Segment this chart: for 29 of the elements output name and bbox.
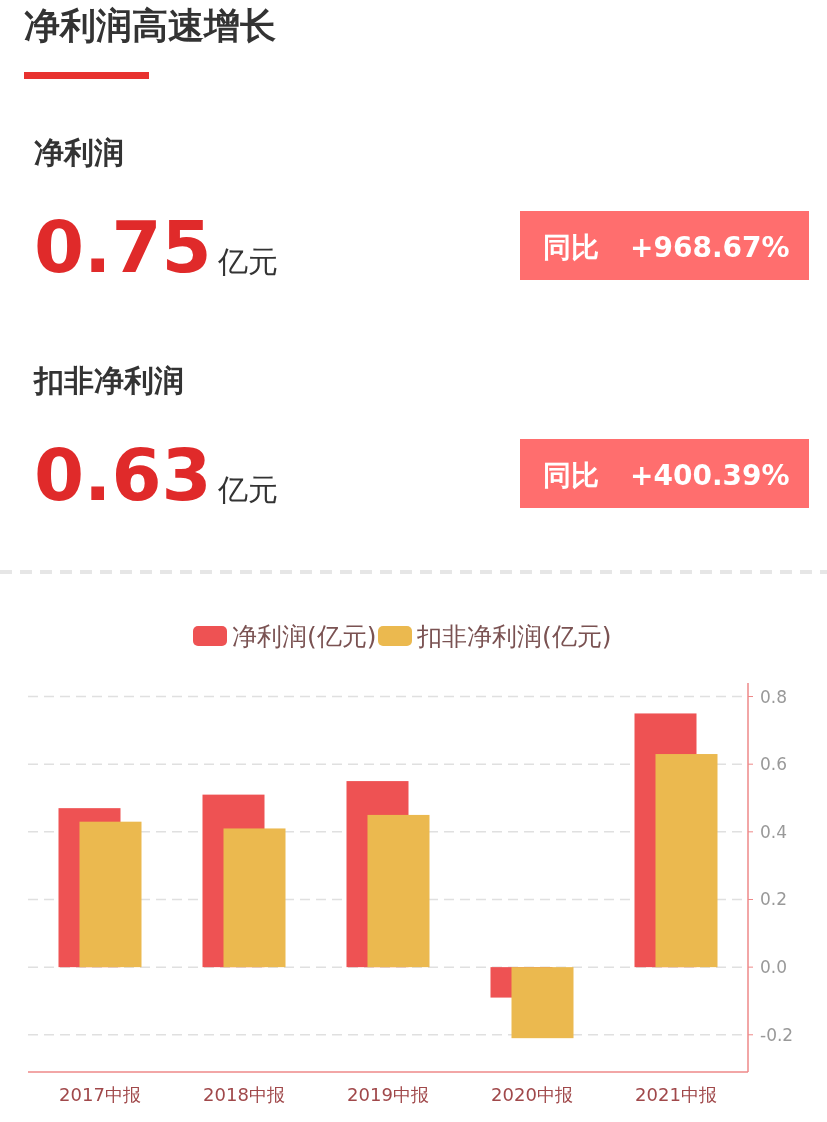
text: 扣非净利润 [32, 363, 184, 398]
y-tick-label: 0.6 [760, 754, 788, 775]
bar [79, 821, 142, 968]
text: 亿元 [217, 472, 278, 507]
y-tick-label: -0.2 [760, 1024, 794, 1045]
y-tick-label: 0.2 [760, 889, 788, 910]
bar [655, 754, 718, 968]
x-tick-label: 2018中报 [203, 1084, 285, 1105]
text: 净利润高速增长 [24, 5, 276, 46]
bar [367, 814, 430, 968]
text: 0.75 [34, 205, 212, 289]
legend-label: 扣非净利润(亿元) [416, 622, 612, 651]
text: +400.39% [630, 459, 790, 492]
x-tick-label: 2021中报 [635, 1084, 717, 1105]
bar [511, 967, 574, 1039]
x-tick-label: 2017中报 [59, 1084, 141, 1105]
text: 同比 [543, 231, 599, 264]
text: 净利润 [34, 135, 124, 170]
x-tick-label: 2020中报 [491, 1084, 573, 1105]
legend-label: 净利润(亿元) [232, 622, 377, 651]
x-tick-label: 2019中报 [347, 1084, 429, 1105]
y-tick-label: 0.4 [760, 821, 788, 842]
bar [223, 828, 286, 968]
text: 0.63 [34, 433, 212, 517]
y-tick-label: 0.8 [760, 686, 788, 707]
text: 同比 [543, 459, 599, 492]
text: +968.67% [630, 231, 790, 264]
text: 亿元 [217, 244, 278, 279]
y-tick-label: 0.0 [760, 957, 788, 978]
